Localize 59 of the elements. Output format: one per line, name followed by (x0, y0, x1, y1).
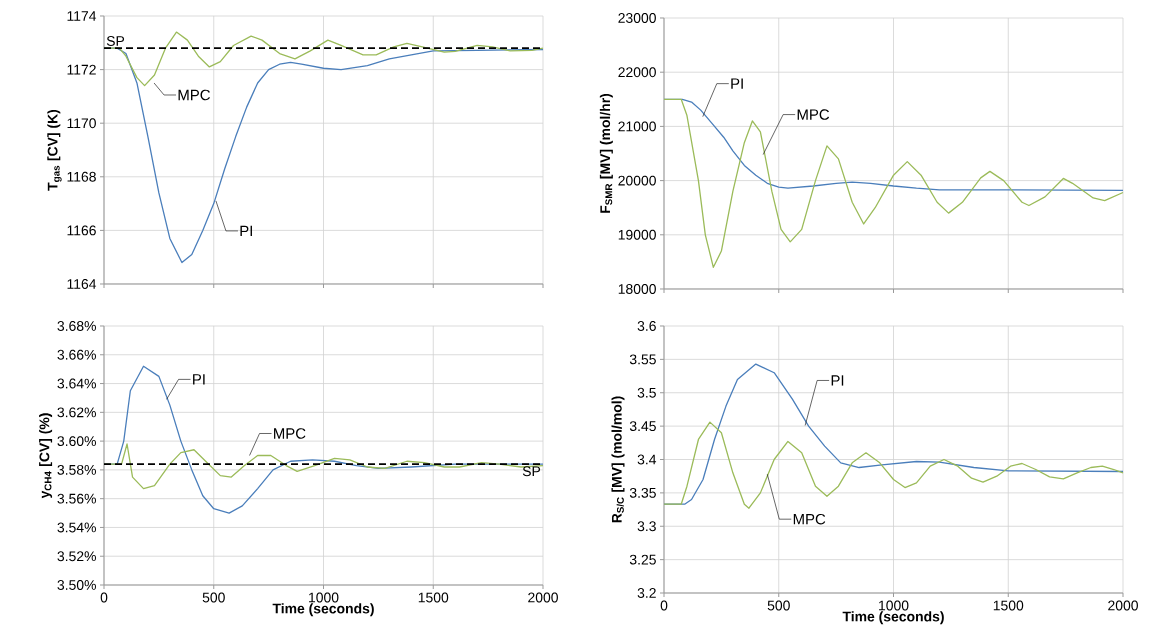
annotation: PI (240, 225, 252, 237)
y-tick-label: 18000 (618, 284, 656, 294)
x-tick-label: 1000 (879, 600, 909, 611)
y-tick-label: 3.35 (629, 487, 656, 498)
x-tick-label: 2000 (528, 592, 558, 603)
y-tick-label: 3.55 (629, 354, 656, 365)
y-tick-label: 3.64% (57, 378, 96, 389)
y-tick-label: 3.2 (637, 588, 656, 598)
y-tick-label: 3.66% (57, 349, 96, 360)
x-tick-label: 1000 (309, 592, 339, 603)
x-tick-label: 0 (660, 600, 668, 611)
x-tick-label: 500 (202, 592, 225, 603)
y-tick-label: 1174 (67, 11, 97, 21)
y-tick-label: 1170 (67, 118, 96, 129)
y-tick-label: 3.60% (57, 436, 96, 447)
y-tick-label: 1172 (67, 64, 96, 75)
x-axis-title: Time (seconds) (842, 611, 944, 625)
y-tick-label: 19000 (618, 229, 656, 240)
y-axis-title: y$_{CH4}$ [CV] (%) (39, 413, 53, 499)
y-tick-label: 3.58% (57, 464, 96, 475)
y-tick-label: 1168 (67, 171, 96, 182)
x-axis-title: Time (seconds) (272, 603, 374, 617)
annotation: PI (193, 374, 205, 385)
annotation: PI (731, 78, 743, 89)
y-tick-label: 20000 (618, 175, 656, 186)
y-axis-title: R$_{S/C}$ [MV] (mol/mol) (611, 396, 625, 523)
y-tick-label: 1166 (67, 225, 96, 236)
x-tick-label: 500 (767, 600, 790, 611)
annotation: PI (831, 375, 844, 386)
y-tick-label: 3.54% (57, 522, 96, 533)
y-tick-label: 3.25 (629, 554, 656, 565)
y-tick-label: 3.52% (57, 551, 96, 562)
y-tick-label: 3.68% (57, 321, 96, 331)
y-tick-label: 21000 (618, 121, 656, 132)
line-series (663, 98, 1124, 268)
x-tick-label: 1500 (993, 600, 1024, 611)
annotation: MPC (793, 513, 826, 525)
ref-line-label: SP (106, 36, 125, 46)
y-tick-label: 3.5 (637, 387, 656, 398)
annotation: MPC (178, 89, 210, 101)
line-series (663, 421, 1124, 509)
y-tick-label: 3.56% (57, 493, 96, 504)
y-axis-title: T$_{gas}$ [CV] (K) (47, 109, 62, 191)
y-tick-label: 3.6 (637, 321, 656, 331)
y-axis-title: F$_{SMR}$ [MV] (mol/hr) (599, 93, 613, 213)
ref-line-label: SP (522, 466, 541, 477)
y-tick-label: 3.45 (629, 421, 656, 432)
y-tick-label: 22000 (618, 67, 656, 78)
y-tick-label: 23000 (618, 13, 656, 23)
annotation: MPC (797, 109, 830, 120)
x-tick-label: 1500 (418, 592, 449, 603)
y-tick-label: 3.3 (637, 521, 656, 532)
y-tick-label: 3.50% (57, 580, 96, 590)
y-tick-label: 3.62% (57, 407, 96, 418)
y-tick-label: 3.4 (637, 454, 657, 465)
y-tick-label: 1164 (67, 279, 97, 289)
x-tick-label: 2000 (1108, 600, 1138, 611)
annotation: MPC (274, 428, 306, 439)
x-tick-label: 0 (100, 592, 108, 603)
